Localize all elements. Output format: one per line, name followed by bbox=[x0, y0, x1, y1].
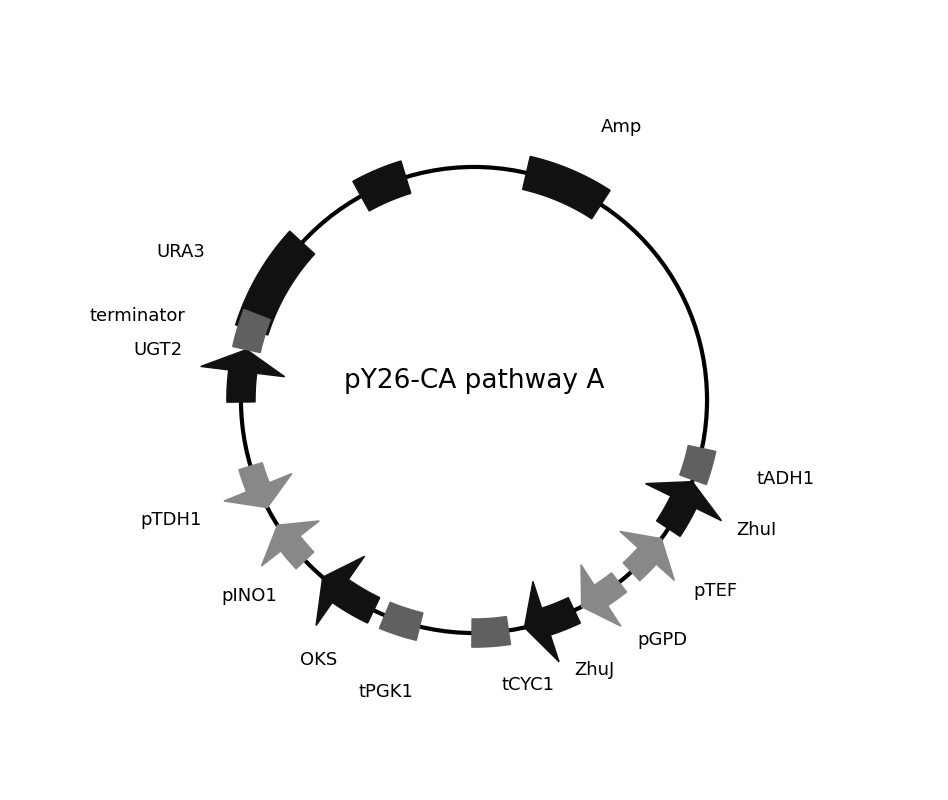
Text: pTDH1: pTDH1 bbox=[140, 510, 202, 529]
Text: tPGK1: tPGK1 bbox=[358, 683, 413, 701]
Polygon shape bbox=[680, 446, 716, 485]
Text: pY26-CA pathway A: pY26-CA pathway A bbox=[344, 368, 604, 394]
Text: pINO1: pINO1 bbox=[221, 587, 277, 605]
Polygon shape bbox=[472, 617, 511, 647]
Polygon shape bbox=[236, 231, 315, 335]
Polygon shape bbox=[620, 531, 674, 581]
Text: terminator: terminator bbox=[90, 307, 186, 326]
Text: Amp: Amp bbox=[601, 118, 643, 136]
Text: pTEF: pTEF bbox=[694, 582, 738, 600]
Polygon shape bbox=[646, 482, 721, 537]
Text: ZhuJ: ZhuJ bbox=[574, 661, 614, 679]
Text: UGT2: UGT2 bbox=[134, 341, 182, 359]
Text: OKS: OKS bbox=[300, 651, 337, 669]
Text: ZhuI: ZhuI bbox=[736, 521, 776, 538]
Text: pGPD: pGPD bbox=[637, 630, 687, 649]
Polygon shape bbox=[224, 462, 292, 508]
Polygon shape bbox=[524, 582, 580, 662]
Polygon shape bbox=[379, 602, 423, 640]
Polygon shape bbox=[316, 556, 380, 626]
Text: tCYC1: tCYC1 bbox=[501, 676, 555, 694]
Text: URA3: URA3 bbox=[156, 242, 206, 261]
Polygon shape bbox=[581, 565, 627, 626]
Polygon shape bbox=[232, 310, 270, 353]
Text: tADH1: tADH1 bbox=[757, 470, 814, 488]
Polygon shape bbox=[522, 157, 611, 218]
Polygon shape bbox=[201, 350, 284, 402]
Polygon shape bbox=[262, 521, 319, 569]
Polygon shape bbox=[353, 161, 410, 211]
